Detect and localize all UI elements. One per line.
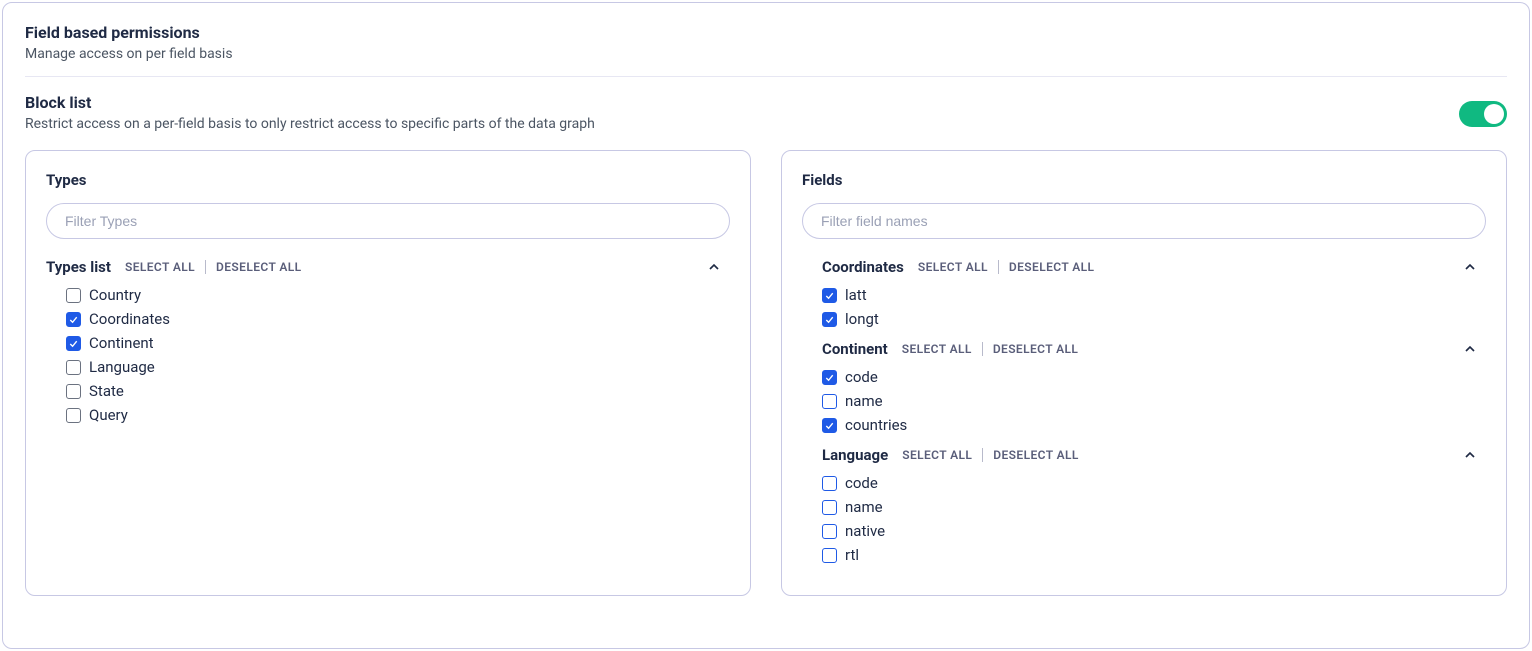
- field-item-label: longt: [845, 310, 879, 328]
- field-group-name: Language: [822, 446, 888, 464]
- checkbox[interactable]: [822, 394, 837, 409]
- field-item[interactable]: longt: [822, 307, 1482, 331]
- types-panel: Types Types list SELECT ALL DESELECT ALL…: [25, 150, 751, 596]
- fields-scroll-area[interactable]: Coordinates SELECT ALL DESELECT ALL latt lon…: [802, 249, 1486, 585]
- blocklist-title: Block list: [25, 93, 1459, 112]
- checkbox[interactable]: [66, 288, 81, 303]
- checkbox[interactable]: [66, 360, 81, 375]
- field-item-label: native: [845, 522, 885, 540]
- field-item-label: rtl: [845, 546, 859, 564]
- field-item-label: latt: [845, 286, 867, 304]
- checkbox[interactable]: [822, 476, 837, 491]
- checkbox[interactable]: [822, 370, 837, 385]
- field-group-select-all-button[interactable]: SELECT ALL: [918, 260, 988, 274]
- chevron-up-icon[interactable]: [1458, 443, 1482, 467]
- type-item-label: Query: [89, 406, 128, 424]
- checkbox[interactable]: [822, 288, 837, 303]
- field-group-header: Coordinates SELECT ALL DESELECT ALL: [802, 249, 1482, 283]
- field-item-label: code: [845, 474, 878, 492]
- chevron-up-icon[interactable]: [702, 255, 726, 279]
- field-group-list: code name countries: [802, 365, 1482, 437]
- field-group-header: Language SELECT ALL DESELECT ALL: [802, 437, 1482, 471]
- link-separator: [205, 260, 206, 274]
- field-group-deselect-all-button[interactable]: DESELECT ALL: [1009, 260, 1094, 274]
- field-item[interactable]: countries: [822, 413, 1482, 437]
- types-deselect-all-button[interactable]: DESELECT ALL: [216, 260, 301, 274]
- field-item[interactable]: native: [822, 519, 1482, 543]
- types-group-header: Types list SELECT ALL DESELECT ALL: [46, 249, 726, 283]
- type-item[interactable]: Coordinates: [66, 307, 726, 331]
- field-item[interactable]: name: [822, 389, 1482, 413]
- field-item[interactable]: name: [822, 495, 1482, 519]
- types-scroll-area[interactable]: Types list SELECT ALL DESELECT ALL Count…: [46, 249, 730, 585]
- type-item[interactable]: Country: [66, 283, 726, 307]
- type-item[interactable]: Language: [66, 355, 726, 379]
- checkbox[interactable]: [822, 524, 837, 539]
- link-separator: [982, 448, 983, 462]
- checkbox[interactable]: [822, 312, 837, 327]
- types-list: Country Coordinates Continent Language State…: [46, 283, 726, 427]
- types-filter-input[interactable]: [46, 203, 730, 239]
- field-group-header: Continent SELECT ALL DESELECT ALL: [802, 331, 1482, 365]
- field-item[interactable]: code: [822, 365, 1482, 389]
- fields-filter-input[interactable]: [802, 203, 1486, 239]
- blocklist-toggle[interactable]: [1459, 101, 1507, 127]
- chevron-up-icon[interactable]: [1458, 337, 1482, 361]
- field-group-name: Coordinates: [822, 258, 904, 276]
- field-item-label: name: [845, 392, 883, 410]
- type-item[interactable]: State: [66, 379, 726, 403]
- field-group-deselect-all-button[interactable]: DESELECT ALL: [993, 448, 1078, 462]
- type-item-label: Continent: [89, 334, 154, 352]
- checkbox[interactable]: [822, 418, 837, 433]
- checkbox[interactable]: [66, 312, 81, 327]
- link-separator: [998, 260, 999, 274]
- field-group-deselect-all-button[interactable]: DESELECT ALL: [993, 342, 1078, 356]
- checkbox[interactable]: [66, 408, 81, 423]
- checkbox[interactable]: [66, 384, 81, 399]
- field-item-label: name: [845, 498, 883, 516]
- field-group-list: code name native rtl: [802, 471, 1482, 567]
- fields-panel: Fields Coordinates SELECT ALL DESELECT ALL…: [781, 150, 1507, 596]
- chevron-up-icon[interactable]: [1458, 255, 1482, 279]
- field-group-select-all-button[interactable]: SELECT ALL: [902, 342, 972, 356]
- type-item[interactable]: Continent: [66, 331, 726, 355]
- field-group-select-all-button[interactable]: SELECT ALL: [902, 448, 972, 462]
- checkbox[interactable]: [822, 548, 837, 563]
- field-group-list: latt longt: [802, 283, 1482, 331]
- header-description: Manage access on per field basis: [25, 46, 1507, 62]
- blocklist-description: Restrict access on a per-field basis to …: [25, 116, 1459, 132]
- field-item-label: code: [845, 368, 878, 386]
- blocklist-text: Block list Restrict access on a per-fiel…: [25, 93, 1459, 132]
- field-item[interactable]: latt: [822, 283, 1482, 307]
- type-item[interactable]: Query: [66, 403, 726, 427]
- types-select-all-button[interactable]: SELECT ALL: [125, 260, 195, 274]
- field-item-label: countries: [845, 416, 907, 434]
- panels-row: Types Types list SELECT ALL DESELECT ALL…: [3, 150, 1529, 596]
- types-panel-title: Types: [46, 171, 730, 189]
- field-item[interactable]: rtl: [822, 543, 1482, 567]
- type-item-label: Country: [89, 286, 141, 304]
- field-item[interactable]: code: [822, 471, 1482, 495]
- field-group-name: Continent: [822, 340, 888, 358]
- checkbox[interactable]: [66, 336, 81, 351]
- blocklist-row: Block list Restrict access on a per-fiel…: [3, 77, 1529, 150]
- toggle-knob: [1484, 104, 1504, 124]
- fields-panel-title: Fields: [802, 171, 1486, 189]
- type-item-label: Language: [89, 358, 155, 376]
- types-group-label: Types list: [46, 258, 111, 276]
- link-separator: [982, 342, 983, 356]
- permissions-card: Field based permissions Manage access on…: [2, 2, 1530, 649]
- header-block: Field based permissions Manage access on…: [3, 3, 1529, 76]
- type-item-label: State: [89, 382, 124, 400]
- checkbox[interactable]: [822, 500, 837, 515]
- type-item-label: Coordinates: [89, 310, 170, 328]
- header-title: Field based permissions: [25, 23, 1507, 42]
